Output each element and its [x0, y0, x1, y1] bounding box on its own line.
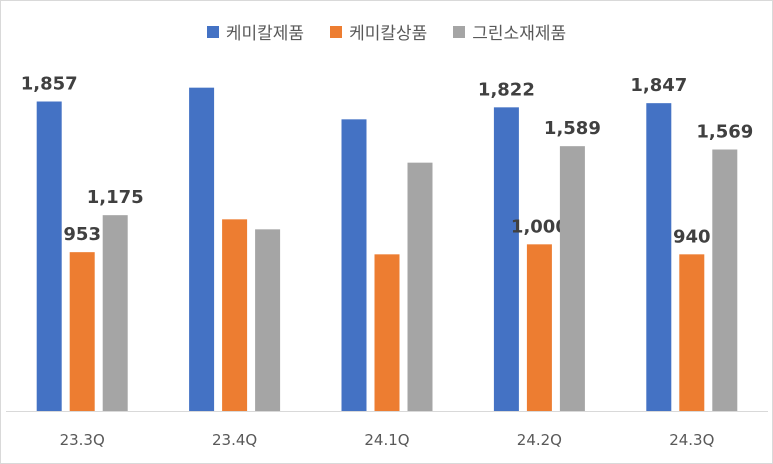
data-label-케미칼제품-24.2Q: 1,822	[478, 79, 535, 100]
legend-item-chemical-products: 케미칼제품	[206, 19, 305, 44]
bar-케미칼제품-23.3Q	[36, 101, 62, 411]
bar-케미칼제품-23.4Q	[189, 87, 215, 412]
bar-케미칼상품-23.4Q	[222, 219, 248, 411]
legend-label-chemical-goods: 케미칼상품	[349, 24, 428, 44]
bar-그린소재제품-24.2Q	[559, 146, 585, 411]
data-label-케미칼제품-23.3Q: 1,857	[21, 74, 78, 95]
legend-swatch-chemical-products	[206, 25, 219, 38]
x-tick-label-24.3Q: 24.3Q	[669, 431, 714, 449]
x-tick-label-24.1Q: 24.1Q	[364, 431, 409, 449]
data-label-그린소재제품-24.3Q: 1,569	[696, 122, 753, 143]
legend-item-chemical-goods: 케미칼상품	[330, 19, 427, 44]
bar-케미칼제품-24.3Q	[646, 103, 672, 412]
data-label-그린소재제품-24.2Q: 1,589	[544, 118, 601, 139]
bar-그린소재제품-23.3Q	[102, 215, 128, 411]
legend-swatch-chemical-goods	[330, 25, 343, 38]
bar-그린소재제품-24.1Q	[407, 162, 433, 411]
data-label-케미칼상품-24.3Q: 940	[673, 226, 711, 247]
legend-label-chemical-products: 케미칼제품	[225, 24, 305, 44]
data-label-그린소재제품-23.3Q: 1,175	[87, 187, 144, 208]
legend-label-green-material-products: 그린소재제품	[472, 24, 567, 44]
bar-케미칼상품-24.1Q	[374, 254, 400, 411]
legend-swatch-green-material-products	[453, 25, 466, 38]
data-label-케미칼상품-24.2Q: 1,000	[511, 216, 568, 237]
bar-케미칼상품-24.2Q	[526, 244, 552, 411]
x-tick-label-23.4Q: 23.4Q	[212, 431, 257, 449]
bar-케미칼제품-24.2Q	[493, 107, 519, 411]
legend-item-green-material-products: 그린소재제품	[453, 19, 566, 44]
chart-legend: 케미칼제품 케미칼상품 그린소재제품	[1, 19, 772, 44]
bar-그린소재제품-24.3Q	[712, 149, 738, 411]
data-label-케미칼상품-23.3Q: 953	[63, 224, 101, 245]
bar-케미칼상품-24.3Q	[679, 254, 705, 411]
data-label-케미칼제품-24.3Q: 1,847	[630, 75, 687, 96]
x-tick-label-23.3Q: 23.3Q	[60, 431, 105, 449]
x-tick-label-24.2Q: 24.2Q	[517, 431, 562, 449]
bar-케미칼상품-23.3Q	[69, 252, 95, 411]
bar-케미칼제품-24.1Q	[341, 119, 367, 411]
bar-그린소재제품-23.4Q	[255, 229, 281, 411]
